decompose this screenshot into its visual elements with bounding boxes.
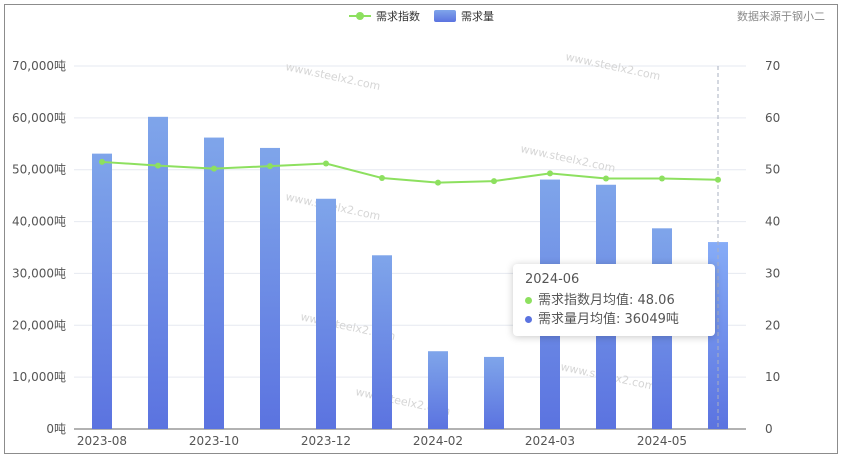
y-right-tick-label: 50 [765, 163, 780, 177]
bar [372, 255, 392, 429]
series-dot-icon [525, 297, 532, 304]
tooltip-row-volume: 需求量月均值: 36049吨 [525, 310, 703, 329]
bar [92, 153, 112, 430]
bar [148, 116, 168, 429]
bar [428, 351, 448, 429]
y-right-tick-label: 40 [765, 215, 780, 229]
x-tick-label: 2023-12 [301, 434, 351, 448]
y-left-tick-label: 60,000吨 [12, 111, 66, 125]
y-right-tick-label: 10 [765, 370, 780, 384]
x-tick-label: 2024-05 [637, 434, 687, 448]
legend: 需求指数 需求量 [0, 8, 843, 24]
y-left-tick-label: 20,000吨 [12, 318, 66, 332]
chart-frame [4, 4, 838, 454]
bar [260, 147, 280, 430]
tooltip-title: 2024-06 [525, 272, 580, 287]
y-left-tick-label: 10,000吨 [12, 370, 66, 384]
y-right-tick-label: 70 [765, 59, 780, 73]
x-tick-label: 2023-10 [189, 434, 239, 448]
legend-item-demand-index[interactable]: 需求指数 [349, 8, 420, 24]
line-point [603, 175, 609, 182]
y-left-tick-label: 0吨 [46, 422, 66, 436]
line-point [323, 160, 329, 167]
legend-label-demand-index: 需求指数 [376, 10, 420, 23]
line-point [435, 179, 441, 186]
line-point [491, 178, 497, 185]
bar [484, 356, 504, 429]
series-line-demand-index [101, 160, 719, 184]
y-right-tick-label: 0 [765, 422, 773, 436]
line-point [379, 175, 385, 182]
y-left-tick-label: 70,000吨 [12, 59, 66, 73]
x-tick-label: 2024-02 [413, 434, 463, 448]
y-right-tick-label: 60 [765, 111, 780, 125]
y-left-tick-label: 30,000吨 [12, 266, 66, 280]
x-tick-label: 2024-03 [525, 434, 575, 448]
legend-item-demand-volume[interactable]: 需求量 [434, 8, 494, 24]
line-point [659, 175, 665, 182]
chart-tooltip: 2024-06 需求指数月均值: 48.06 需求量月均值: 36049吨 [513, 264, 715, 336]
x-tick-label: 2023-08 [77, 434, 127, 448]
line-point [155, 162, 161, 169]
tooltip-row-index: 需求指数月均值: 48.06 [525, 291, 703, 310]
bar [204, 137, 224, 429]
legend-label-demand-volume: 需求量 [461, 10, 494, 23]
y-right-tick-label: 20 [765, 318, 780, 332]
bar [316, 198, 336, 429]
line-point [211, 165, 217, 172]
y-left-tick-label: 40,000吨 [12, 215, 66, 229]
line-point [547, 170, 553, 177]
tooltip-index-text: 需求指数月均值: 48.06 [538, 293, 675, 308]
line-point [267, 163, 273, 170]
line-point [99, 158, 105, 165]
watermark-text: www.steelx2.com [284, 60, 381, 93]
watermark-text: www.steelx2.com [564, 50, 661, 83]
data-source-note: 数据来源于钢小二 [737, 10, 825, 23]
y-right-tick-label: 30 [765, 266, 780, 280]
line-swatch-icon [349, 12, 371, 20]
series-dot-icon [525, 316, 532, 323]
bar-swatch-icon [434, 10, 456, 22]
line-point [715, 176, 721, 183]
y-left-tick-label: 50,000吨 [12, 163, 66, 177]
tooltip-volume-text: 需求量月均值: 36049吨 [538, 312, 679, 327]
